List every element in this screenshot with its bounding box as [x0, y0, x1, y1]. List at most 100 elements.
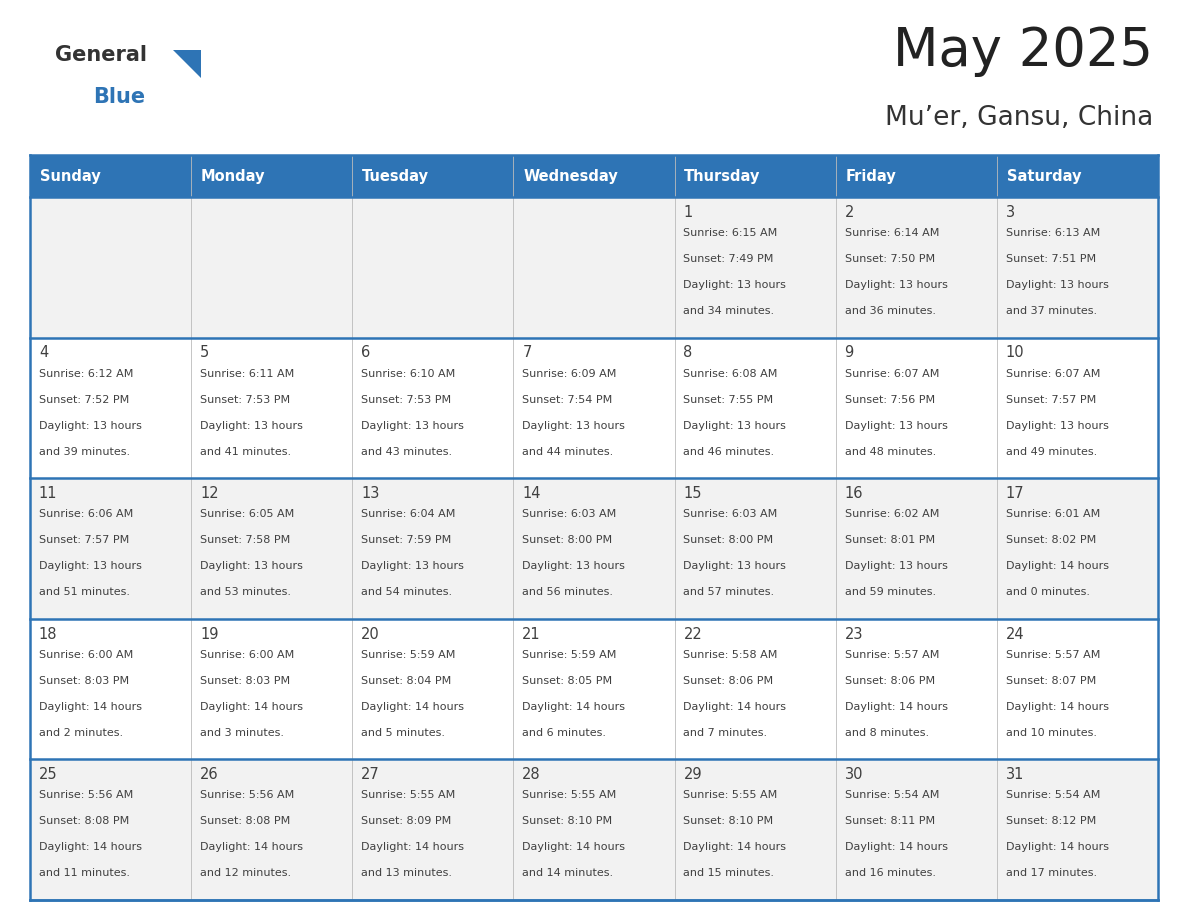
Text: and 13 minutes.: and 13 minutes. [361, 868, 453, 879]
Bar [675, 478, 835, 619]
Bar [353, 338, 513, 478]
Text: 12: 12 [200, 486, 219, 501]
Bar [30, 478, 191, 619]
Bar [513, 619, 675, 759]
Text: Sunrise: 5:57 AM: Sunrise: 5:57 AM [1006, 650, 1100, 660]
Text: Sunrise: 6:05 AM: Sunrise: 6:05 AM [200, 509, 295, 520]
Bar [353, 197, 513, 338]
Bar [997, 197, 1158, 338]
Text: 8: 8 [683, 345, 693, 361]
Text: Sunset: 7:59 PM: Sunset: 7:59 PM [361, 535, 451, 545]
Bar [30, 619, 191, 759]
Text: and 54 minutes.: and 54 minutes. [361, 588, 453, 598]
Bar [675, 155, 835, 197]
Text: Daylight: 14 hours: Daylight: 14 hours [1006, 561, 1108, 571]
Text: 24: 24 [1006, 626, 1024, 642]
Text: and 8 minutes.: and 8 minutes. [845, 728, 929, 738]
Text: Sunday: Sunday [39, 169, 101, 184]
Text: Sunrise: 6:07 AM: Sunrise: 6:07 AM [845, 368, 939, 378]
Bar [191, 197, 353, 338]
Text: General: General [55, 45, 147, 65]
Text: Sunrise: 5:59 AM: Sunrise: 5:59 AM [523, 650, 617, 660]
Bar [191, 155, 353, 197]
Text: Sunrise: 5:56 AM: Sunrise: 5:56 AM [39, 790, 133, 800]
Text: Daylight: 13 hours: Daylight: 13 hours [361, 561, 465, 571]
Text: and 41 minutes.: and 41 minutes. [200, 446, 291, 456]
Text: 26: 26 [200, 767, 219, 782]
Text: and 16 minutes.: and 16 minutes. [845, 868, 936, 879]
Bar [997, 759, 1158, 900]
Text: and 36 minutes.: and 36 minutes. [845, 306, 936, 316]
Text: and 17 minutes.: and 17 minutes. [1006, 868, 1097, 879]
Text: Sunset: 7:53 PM: Sunset: 7:53 PM [361, 395, 451, 405]
Text: Daylight: 14 hours: Daylight: 14 hours [361, 843, 465, 852]
Text: and 11 minutes.: and 11 minutes. [39, 868, 129, 879]
Text: Sunrise: 6:14 AM: Sunrise: 6:14 AM [845, 228, 939, 238]
Text: Sunrise: 6:07 AM: Sunrise: 6:07 AM [1006, 368, 1100, 378]
Text: Sunset: 8:12 PM: Sunset: 8:12 PM [1006, 816, 1097, 826]
Text: Sunset: 8:01 PM: Sunset: 8:01 PM [845, 535, 935, 545]
Text: Daylight: 13 hours: Daylight: 13 hours [845, 561, 948, 571]
Text: Sunrise: 6:10 AM: Sunrise: 6:10 AM [361, 368, 455, 378]
Text: Sunrise: 6:08 AM: Sunrise: 6:08 AM [683, 368, 778, 378]
Text: Blue: Blue [93, 87, 145, 107]
Text: 27: 27 [361, 767, 380, 782]
Text: Sunrise: 6:00 AM: Sunrise: 6:00 AM [39, 650, 133, 660]
Text: Daylight: 13 hours: Daylight: 13 hours [845, 420, 948, 431]
Text: and 44 minutes.: and 44 minutes. [523, 446, 613, 456]
Text: 9: 9 [845, 345, 854, 361]
Text: May 2025: May 2025 [893, 25, 1154, 77]
Text: 29: 29 [683, 767, 702, 782]
Text: Sunset: 7:57 PM: Sunset: 7:57 PM [1006, 395, 1097, 405]
Text: Sunrise: 5:54 AM: Sunrise: 5:54 AM [1006, 790, 1100, 800]
Text: Sunrise: 6:09 AM: Sunrise: 6:09 AM [523, 368, 617, 378]
Text: Sunrise: 5:56 AM: Sunrise: 5:56 AM [200, 790, 295, 800]
Text: Sunrise: 6:01 AM: Sunrise: 6:01 AM [1006, 509, 1100, 520]
Text: Sunset: 7:57 PM: Sunset: 7:57 PM [39, 535, 129, 545]
Bar [835, 759, 997, 900]
Text: 20: 20 [361, 626, 380, 642]
Text: and 15 minutes.: and 15 minutes. [683, 868, 775, 879]
Text: Sunset: 7:49 PM: Sunset: 7:49 PM [683, 254, 773, 264]
Text: Sunset: 8:10 PM: Sunset: 8:10 PM [523, 816, 613, 826]
Bar [997, 619, 1158, 759]
Text: Sunrise: 6:11 AM: Sunrise: 6:11 AM [200, 368, 295, 378]
Text: Sunrise: 6:12 AM: Sunrise: 6:12 AM [39, 368, 133, 378]
Text: 3: 3 [1006, 205, 1015, 219]
Text: Sunset: 7:53 PM: Sunset: 7:53 PM [200, 395, 290, 405]
Text: Daylight: 13 hours: Daylight: 13 hours [361, 420, 465, 431]
Text: Sunrise: 6:03 AM: Sunrise: 6:03 AM [523, 509, 617, 520]
Text: Sunset: 8:03 PM: Sunset: 8:03 PM [39, 676, 129, 686]
Text: Sunset: 8:06 PM: Sunset: 8:06 PM [845, 676, 935, 686]
Text: Sunset: 8:11 PM: Sunset: 8:11 PM [845, 816, 935, 826]
Bar [997, 478, 1158, 619]
Text: and 48 minutes.: and 48 minutes. [845, 446, 936, 456]
Text: 4: 4 [39, 345, 48, 361]
Text: Sunrise: 6:03 AM: Sunrise: 6:03 AM [683, 509, 778, 520]
Bar [835, 197, 997, 338]
Bar [835, 155, 997, 197]
Text: Daylight: 13 hours: Daylight: 13 hours [683, 280, 786, 290]
Text: Sunrise: 5:59 AM: Sunrise: 5:59 AM [361, 650, 455, 660]
Bar [30, 759, 191, 900]
Text: Sunrise: 6:02 AM: Sunrise: 6:02 AM [845, 509, 939, 520]
Bar [191, 619, 353, 759]
Text: 28: 28 [523, 767, 541, 782]
Bar [513, 759, 675, 900]
Bar [513, 155, 675, 197]
Text: Daylight: 14 hours: Daylight: 14 hours [523, 843, 625, 852]
Text: 2: 2 [845, 205, 854, 219]
Text: 17: 17 [1006, 486, 1024, 501]
Text: Sunrise: 5:55 AM: Sunrise: 5:55 AM [361, 790, 455, 800]
Text: Sunset: 8:10 PM: Sunset: 8:10 PM [683, 816, 773, 826]
Bar [191, 759, 353, 900]
Text: Tuesday: Tuesday [362, 169, 429, 184]
Bar [353, 155, 513, 197]
Text: 18: 18 [39, 626, 57, 642]
Text: Sunset: 8:00 PM: Sunset: 8:00 PM [683, 535, 773, 545]
Text: Sunset: 7:51 PM: Sunset: 7:51 PM [1006, 254, 1095, 264]
Text: and 51 minutes.: and 51 minutes. [39, 588, 129, 598]
Text: Sunset: 8:02 PM: Sunset: 8:02 PM [1006, 535, 1097, 545]
Text: Sunset: 7:52 PM: Sunset: 7:52 PM [39, 395, 129, 405]
Text: 5: 5 [200, 345, 209, 361]
